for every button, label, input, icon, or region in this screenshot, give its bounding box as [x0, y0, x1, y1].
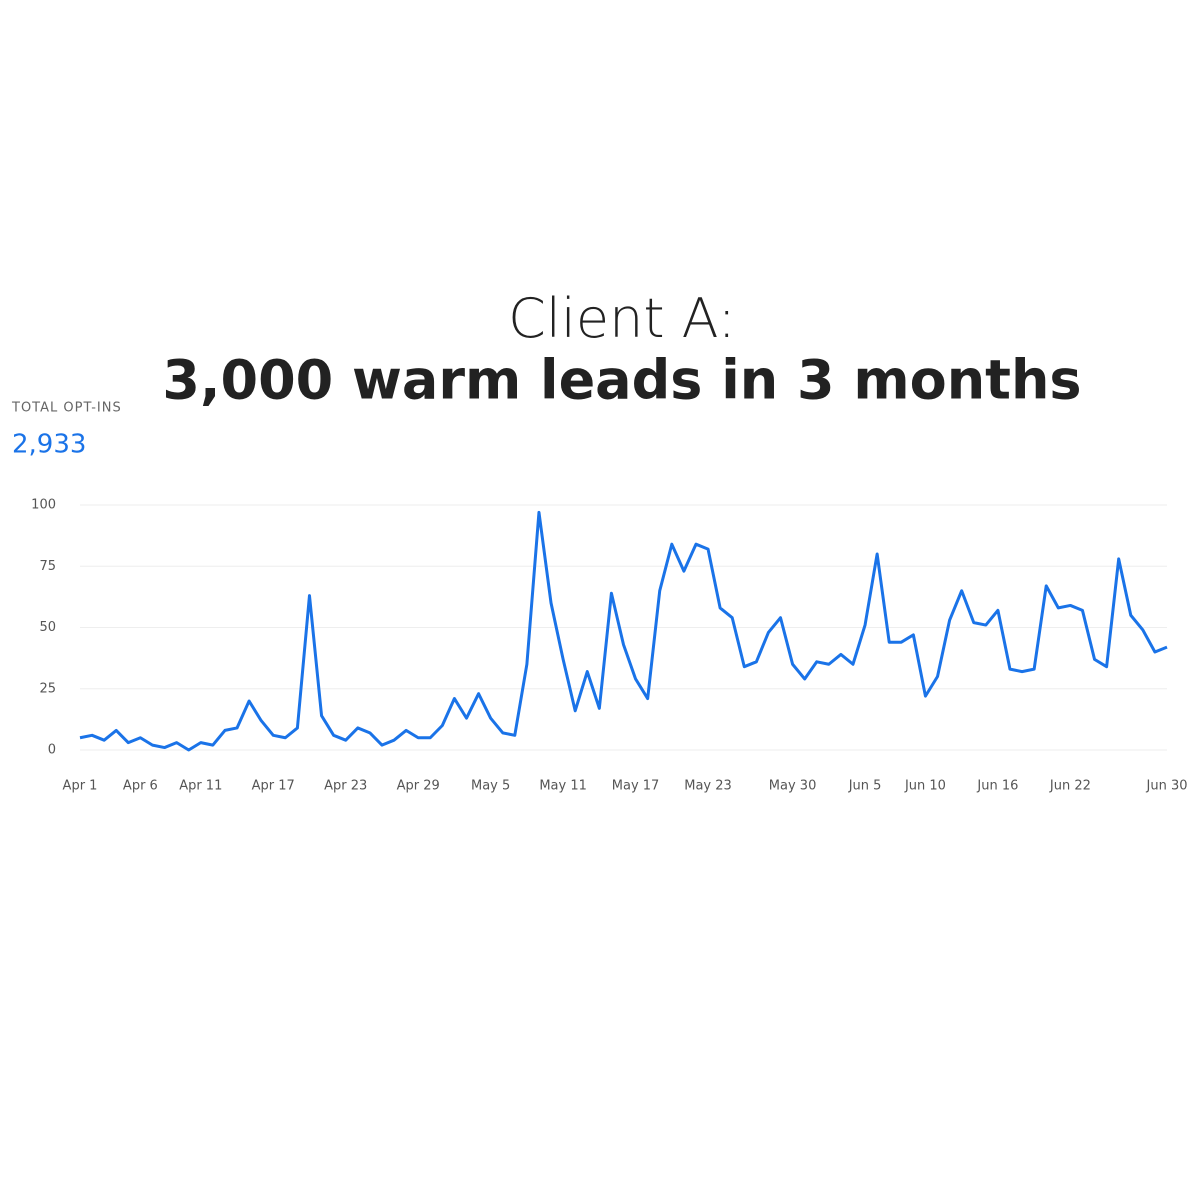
x-tick-label: May 17 [612, 779, 660, 794]
stat-label: TOTAL OPT-INS [11, 401, 122, 416]
x-tick-label: Apr 17 [252, 779, 295, 794]
x-tick-label: May 11 [539, 779, 587, 794]
x-tick-label: Jun 30 [1146, 779, 1188, 794]
x-tick-label: Jun 22 [1049, 779, 1091, 794]
x-tick-label: May 30 [769, 779, 817, 794]
x-tick-label: Jun 5 [848, 779, 882, 794]
x-tick-label: Apr 1 [63, 779, 98, 794]
y-tick-label: 100 [31, 498, 56, 513]
chart-title: Client A: [508, 287, 736, 350]
x-tick-label: Apr 6 [123, 779, 158, 794]
x-tick-label: Jun 16 [976, 779, 1018, 794]
y-tick-label: 50 [39, 620, 56, 635]
stat-value: 2,933 [12, 430, 86, 460]
x-tick-label: Apr 23 [324, 779, 367, 794]
y-tick-label: 0 [48, 743, 56, 758]
chart-subtitle: 3,000 warm leads in 3 months [162, 349, 1081, 412]
y-tick-label: 25 [39, 681, 56, 696]
data-line [79, 510, 1168, 752]
y-tick-label: 75 [39, 559, 56, 574]
x-tick-label: May 23 [684, 779, 732, 794]
x-tick-label: Apr 29 [397, 779, 440, 794]
x-tick-label: May 5 [471, 779, 510, 794]
x-tick-label: Jun 10 [904, 779, 946, 794]
x-tick-label: Apr 11 [179, 779, 222, 794]
